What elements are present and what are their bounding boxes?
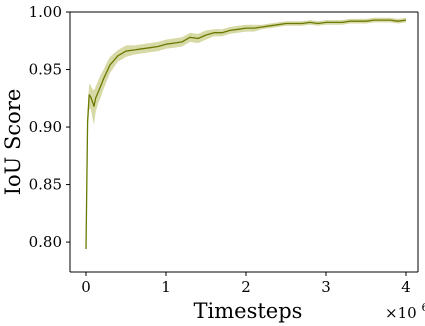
y-tick-label: 0.80	[29, 233, 62, 251]
y-tick-label: 1.00	[29, 3, 62, 21]
y-axis-ticks: 0.80 0.85 0.90 0.95 1.00	[29, 3, 70, 251]
series-0-line	[85, 19, 407, 250]
x-tick-label: 1	[161, 278, 171, 296]
y-tick-label: 0.95	[29, 61, 62, 79]
x-axis-title: Timesteps	[194, 299, 303, 323]
x-tick-label: 4	[401, 278, 411, 296]
series-0-band	[86, 17, 406, 261]
y-tick-label: 0.90	[29, 118, 62, 136]
x-tick-label: 0	[81, 278, 91, 296]
x-tick-label: 3	[321, 278, 331, 296]
x-offset-base: ×10	[385, 304, 417, 322]
x-offset-exponent: 6	[421, 301, 425, 314]
x-axis-ticks: 0 1 2 3 4	[81, 272, 411, 296]
y-axis-title: IoU Score	[1, 89, 25, 196]
plot-area	[85, 17, 407, 261]
y-tick-label: 0.85	[29, 176, 62, 194]
x-offset-text: ×10 6	[385, 301, 425, 322]
x-tick-label: 2	[241, 278, 251, 296]
